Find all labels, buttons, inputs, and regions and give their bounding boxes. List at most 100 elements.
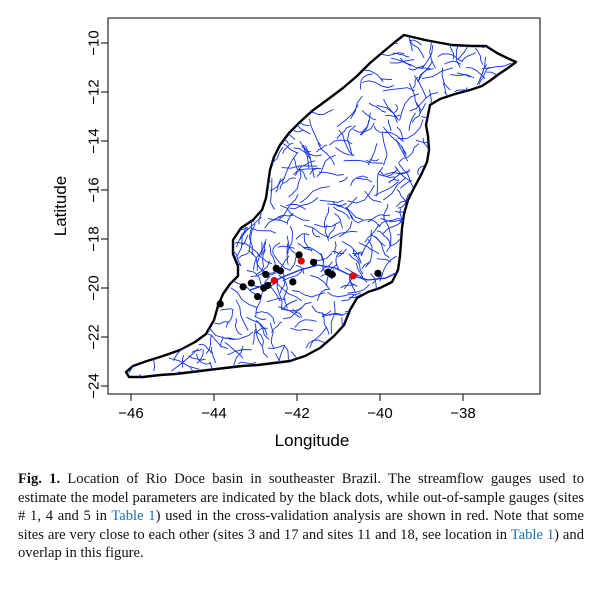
- river-segment: [408, 35, 413, 52]
- y-axis-label: Latitude: [51, 176, 70, 237]
- river-segment: [353, 251, 364, 257]
- river-segment: [355, 262, 364, 281]
- river-segment: [364, 69, 384, 82]
- river-segment: [334, 212, 343, 229]
- river-segment: [336, 202, 347, 207]
- river-segment: [290, 127, 304, 133]
- river-segment: [269, 244, 276, 267]
- calibration-gauge: [289, 278, 297, 286]
- river-segment: [364, 190, 382, 203]
- river-segment: [388, 168, 411, 183]
- river-segment: [271, 321, 283, 334]
- x-axis-label: Longitude: [275, 431, 350, 450]
- calibration-gauge: [310, 258, 318, 266]
- river-segment: [383, 217, 392, 246]
- river-segment: [246, 316, 270, 341]
- river-segment: [365, 239, 373, 268]
- river-segment: [350, 175, 369, 187]
- river-segment: [385, 131, 405, 143]
- river-segment: [293, 147, 322, 157]
- river-segment: [347, 184, 375, 204]
- river-segment: [327, 223, 337, 240]
- river-segment: [352, 122, 375, 133]
- river-segment: [228, 331, 254, 340]
- river-segment: [321, 312, 330, 335]
- river-segment: [362, 80, 395, 89]
- river-segment: [260, 241, 267, 256]
- river-segment: [267, 217, 287, 224]
- river-segment: [421, 44, 434, 70]
- river-segment: [321, 311, 352, 318]
- river-segment: [309, 168, 322, 175]
- calibration-gauge: [264, 281, 272, 290]
- river-segment: [329, 230, 358, 240]
- table-1-link-second[interactable]: Table 1: [510, 526, 555, 543]
- river-segment: [255, 311, 275, 325]
- river-segment: [214, 321, 230, 325]
- river-segment: [275, 177, 285, 193]
- river-segment: [359, 73, 373, 90]
- river-segment: [476, 56, 486, 86]
- river-segment: [347, 284, 370, 294]
- river-segment: [417, 60, 433, 83]
- river-segment: [316, 144, 328, 153]
- table-1-link[interactable]: Table 1: [111, 508, 156, 525]
- river-segment: [281, 165, 318, 169]
- river-segment: [398, 163, 411, 182]
- river-segment: [394, 103, 398, 114]
- river-segment: [349, 214, 360, 224]
- river-segment: [329, 313, 344, 317]
- river-segment: [254, 323, 263, 347]
- river-segment: [297, 242, 313, 251]
- river-segment: [441, 67, 451, 91]
- river-segment: [399, 93, 420, 121]
- river-segment: [385, 114, 401, 117]
- river-segment: [382, 87, 415, 92]
- river-segment: [394, 165, 414, 188]
- river-segment: [298, 166, 308, 180]
- y-tick-label: −24: [86, 373, 103, 398]
- river-segment: [256, 241, 263, 271]
- river-segment: [338, 129, 355, 157]
- river-segment: [409, 39, 422, 46]
- figure-caption: Fig. 1. Location of Rio Doce basin in so…: [18, 470, 584, 563]
- river-segment: [378, 218, 404, 228]
- river-segment: [369, 158, 380, 162]
- river-segment: [261, 260, 270, 275]
- river-segment: [295, 264, 305, 275]
- river-segment: [395, 197, 427, 208]
- calibration-gauge: [262, 270, 270, 279]
- river-segment: [254, 315, 267, 320]
- river-segment: [317, 142, 335, 166]
- river-segment: [398, 143, 420, 164]
- river-segment: [352, 249, 360, 264]
- river-segment: [303, 233, 313, 252]
- calibration-gauge: [254, 293, 262, 301]
- river-segment: [330, 300, 336, 334]
- river-segment: [386, 238, 401, 252]
- river-segment: [255, 249, 267, 275]
- plot-frame: [107, 17, 541, 395]
- river-segment: [283, 306, 303, 320]
- river-segment: [279, 178, 285, 190]
- river-segment: [357, 177, 373, 183]
- gauge-markers: [216, 251, 382, 308]
- river-segment: [280, 142, 298, 154]
- validation-gauge: [297, 257, 305, 265]
- river-segment: [286, 213, 294, 225]
- river-segment: [379, 170, 396, 179]
- river-segment: [310, 274, 330, 290]
- river-segment: [340, 284, 355, 289]
- river-segment: [335, 250, 343, 270]
- calibration-gauge: [374, 269, 382, 277]
- y-tick-label: −14: [86, 128, 103, 153]
- river-segment: [287, 226, 293, 255]
- basin-outline: [124, 33, 518, 379]
- river-segment: [400, 180, 413, 189]
- validation-gauge: [270, 277, 278, 285]
- river-segment: [345, 206, 363, 221]
- x-tick-label: −42: [284, 405, 309, 422]
- river-segment: [370, 273, 379, 300]
- river-segment: [236, 226, 247, 258]
- river-segment: [392, 52, 410, 58]
